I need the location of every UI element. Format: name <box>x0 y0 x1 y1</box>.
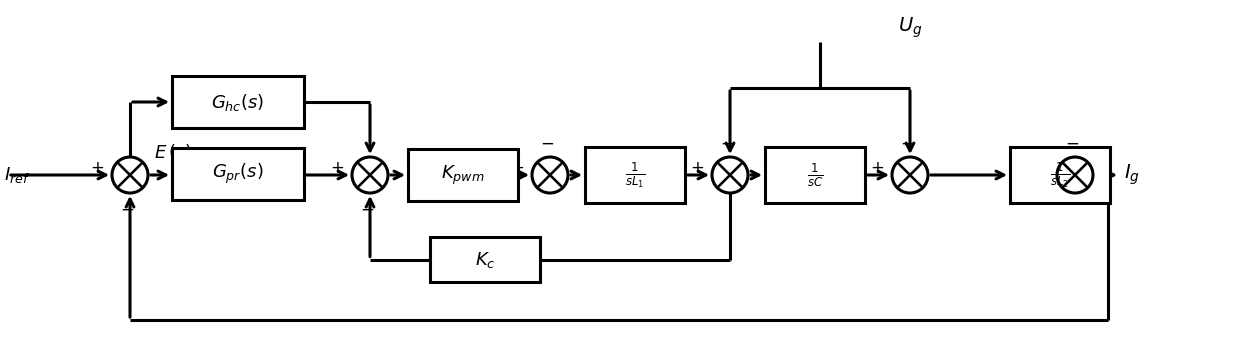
Text: $-$: $-$ <box>539 134 554 152</box>
Text: +: + <box>330 159 343 177</box>
Text: $G_{hc}(s)$: $G_{hc}(s)$ <box>211 91 264 112</box>
Text: $I_{ref}$: $I_{ref}$ <box>4 165 30 185</box>
Text: $\frac{1}{sL_2}$: $\frac{1}{sL_2}$ <box>1050 160 1070 190</box>
Bar <box>408 149 518 201</box>
Text: +: + <box>691 159 704 177</box>
Text: $-$: $-$ <box>900 134 914 152</box>
Bar <box>585 147 684 203</box>
Text: $K_c$: $K_c$ <box>475 250 495 270</box>
Text: $\frac{1}{sC}$: $\frac{1}{sC}$ <box>807 161 823 189</box>
Text: $U_g$: $U_g$ <box>898 15 923 40</box>
Circle shape <box>532 157 568 193</box>
Bar <box>172 76 304 128</box>
Text: +: + <box>91 159 104 177</box>
Bar <box>430 237 539 282</box>
Text: $\frac{1}{sL_1}$: $\frac{1}{sL_1}$ <box>625 160 645 190</box>
Text: +: + <box>870 159 884 177</box>
Circle shape <box>352 157 388 193</box>
Circle shape <box>1056 157 1092 193</box>
Bar <box>172 148 304 200</box>
Text: $E\,(s)$: $E\,(s)$ <box>154 142 192 162</box>
Text: $K_{pwm}$: $K_{pwm}$ <box>441 163 485 187</box>
Text: $-$: $-$ <box>720 134 734 152</box>
Circle shape <box>712 157 748 193</box>
Circle shape <box>112 157 148 193</box>
Bar <box>765 147 866 203</box>
Text: $G_{pr}(s)$: $G_{pr}(s)$ <box>212 162 264 186</box>
Circle shape <box>892 157 928 193</box>
Text: $-$: $-$ <box>120 200 134 218</box>
Text: +: + <box>510 159 525 177</box>
Text: $I_g$: $I_g$ <box>1123 163 1140 187</box>
Text: $-$: $-$ <box>360 200 374 218</box>
Bar <box>1011 147 1110 203</box>
Text: $-$: $-$ <box>1065 134 1079 152</box>
